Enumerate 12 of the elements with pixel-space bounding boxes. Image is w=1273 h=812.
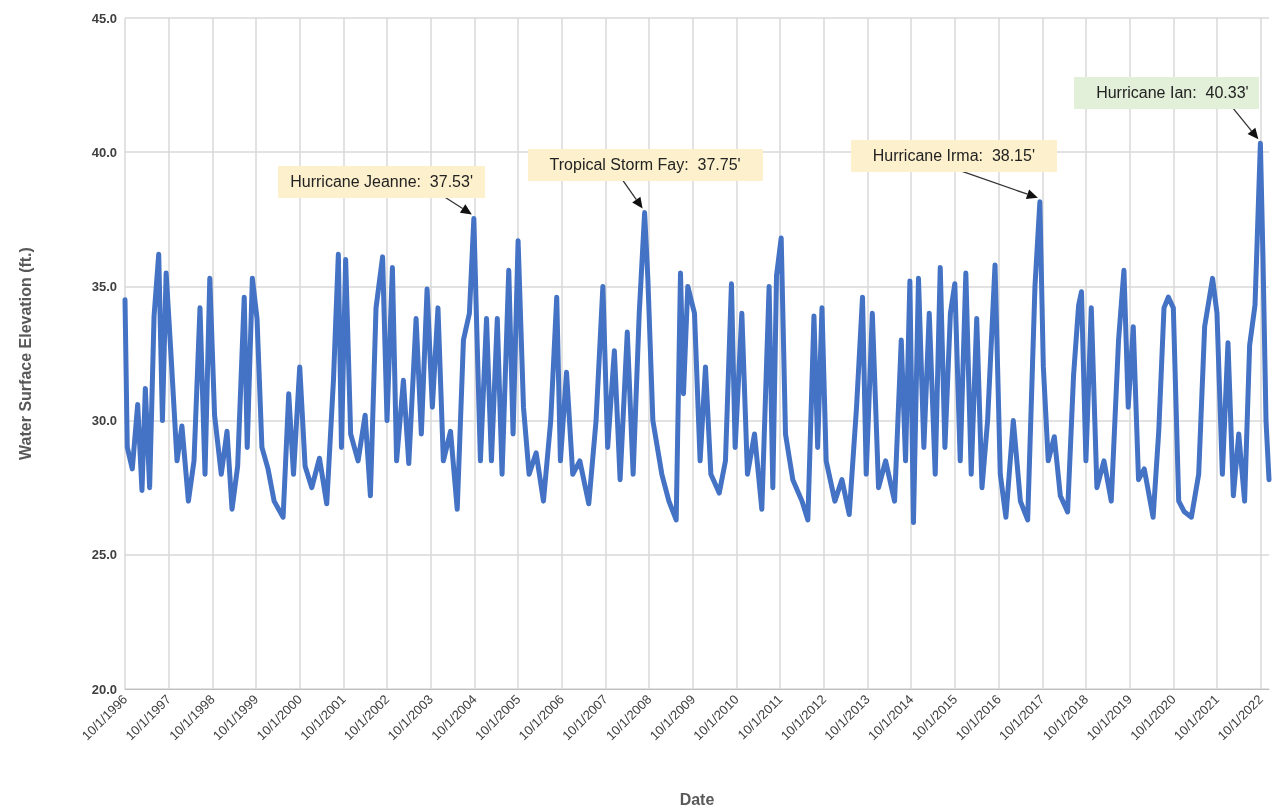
y-tick-label: 35.0 — [91, 278, 117, 294]
y-tick-label: 20.0 — [91, 681, 117, 697]
y-tick-label: 30.0 — [91, 413, 117, 429]
y-axis-title: Water Surface Elevation (ft.) — [16, 247, 34, 460]
annotation: Hurricane Irma: 38.15' — [850, 139, 1057, 172]
y-tick-label: 40.0 — [91, 144, 117, 160]
x-axis-title: Date — [679, 790, 715, 808]
y-tick-label: 45.0 — [91, 10, 117, 26]
annotation: Hurricane Jeanne: 37.53' — [278, 166, 485, 199]
y-tick-label: 25.0 — [91, 547, 117, 563]
annotation: Tropical Storm Fay: 37.75' — [527, 148, 763, 181]
annotation: Hurricane Ian: 40.33' — [1074, 77, 1259, 110]
